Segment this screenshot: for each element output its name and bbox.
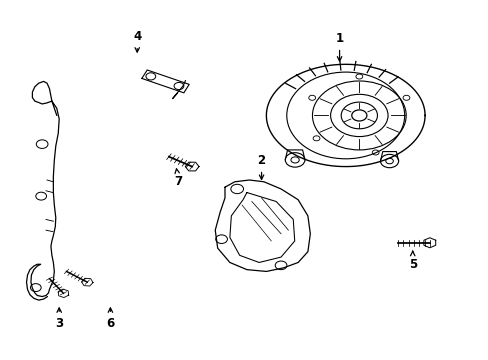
- Text: 6: 6: [106, 308, 114, 330]
- Text: 2: 2: [257, 154, 265, 179]
- Text: 5: 5: [408, 251, 416, 271]
- Text: 1: 1: [335, 32, 343, 61]
- Text: 4: 4: [133, 30, 141, 52]
- Text: 3: 3: [55, 308, 63, 330]
- Text: 7: 7: [174, 169, 183, 188]
